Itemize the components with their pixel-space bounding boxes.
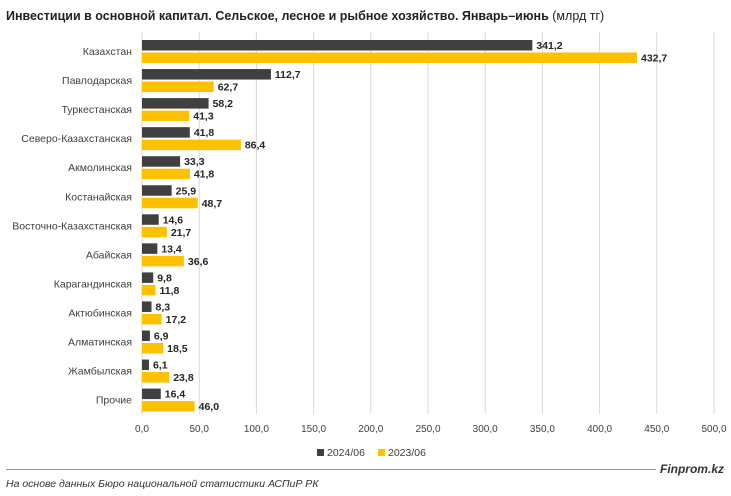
category-label: Костанайская xyxy=(65,191,132,203)
bar-2023-06 xyxy=(142,168,190,180)
chart-title: Инвестиции в основной капитал. Сельское,… xyxy=(6,9,604,23)
legend-label: 2024/06 xyxy=(327,447,365,459)
data-label: 341,2 xyxy=(536,40,562,52)
bar-2024-06 xyxy=(142,69,271,80)
bar-2023-06 xyxy=(142,401,195,412)
brand-logo: Finprom.kz xyxy=(655,462,724,476)
bar-2024-06 xyxy=(142,272,154,283)
category-label: Северо-Казахстанская xyxy=(21,133,132,145)
x-tick-label: 350,0 xyxy=(530,424,555,435)
bar-2023-06 xyxy=(142,197,198,209)
x-tick-label: 0,0 xyxy=(135,424,149,435)
data-label: 36,6 xyxy=(188,256,209,268)
bar-2023-06 xyxy=(142,284,156,296)
legend-swatch xyxy=(378,449,385,456)
data-label: 48,7 xyxy=(202,198,223,210)
bar-2023-06 xyxy=(142,226,167,238)
data-label: 21,7 xyxy=(171,227,192,239)
bar-2023-06 xyxy=(142,110,190,122)
data-label: 86,4 xyxy=(245,140,266,152)
data-label: 16,4 xyxy=(165,389,186,401)
bar-2023-06 xyxy=(142,81,214,93)
category-label: Абайская xyxy=(86,249,132,261)
bar-2023-06 xyxy=(142,372,170,383)
data-label: 9,8 xyxy=(157,272,172,284)
bar-2024-06 xyxy=(142,156,181,167)
x-tick-label: 50,0 xyxy=(189,424,209,435)
data-label: 432,7 xyxy=(641,53,667,65)
bar-2023-06 xyxy=(142,139,241,151)
source-note: На основе данных Бюро национальной стати… xyxy=(6,478,319,490)
data-label: 13,4 xyxy=(161,243,182,255)
bar-2024-06 xyxy=(142,388,161,400)
x-tick-label: 200,0 xyxy=(358,424,383,435)
bar-2024-06 xyxy=(142,214,159,225)
category-label: Павлодарская xyxy=(62,75,132,87)
category-label: Актюбинская xyxy=(68,307,132,319)
data-label: 17,2 xyxy=(166,314,187,326)
data-label: 8,3 xyxy=(155,301,170,313)
x-tick-label: 150,0 xyxy=(301,424,326,435)
x-tick-label: 500,0 xyxy=(701,424,726,435)
data-label: 62,7 xyxy=(218,82,239,94)
data-label: 14,6 xyxy=(163,214,184,226)
data-label: 112,7 xyxy=(275,69,301,81)
data-label: 41,3 xyxy=(193,111,214,123)
bar-2024-06 xyxy=(142,185,172,196)
data-label: 58,2 xyxy=(213,98,234,110)
x-tick-label: 400,0 xyxy=(587,424,612,435)
x-tick-label: 100,0 xyxy=(244,424,269,435)
chart-title-main: Инвестиции в основной капитал. Сельское,… xyxy=(6,9,549,23)
data-label: 6,9 xyxy=(154,331,169,343)
category-label: Прочие xyxy=(96,395,132,407)
bar-2024-06 xyxy=(142,243,158,254)
x-tick-label: 300,0 xyxy=(473,424,498,435)
bar-2023-06 xyxy=(142,343,164,354)
bar-2024-06 xyxy=(142,127,190,138)
data-label: 18,5 xyxy=(167,343,188,355)
data-label: 46,0 xyxy=(199,401,220,413)
bar-2023-06 xyxy=(142,255,184,267)
category-label: Карагандинская xyxy=(54,278,132,290)
x-tick-label: 250,0 xyxy=(415,424,440,435)
bar-2024-06 xyxy=(142,330,150,341)
category-label: Акмолинская xyxy=(68,162,132,174)
category-label: Восточно-Казахстанская xyxy=(12,220,132,232)
x-tick-label: 450,0 xyxy=(644,424,669,435)
legend-swatch xyxy=(317,449,324,456)
data-label: 41,8 xyxy=(194,169,215,181)
bar-2024-06 xyxy=(142,301,152,312)
bar-2024-06 xyxy=(142,359,149,371)
bar-2023-06 xyxy=(142,313,162,325)
data-label: 33,3 xyxy=(184,156,205,168)
data-label: 6,1 xyxy=(153,360,168,372)
category-label: Жамбылская xyxy=(68,366,132,378)
data-label: 23,8 xyxy=(173,372,194,384)
chart-title-unit: (млрд тг) xyxy=(552,9,605,23)
data-label: 41,8 xyxy=(194,127,215,139)
legend-label: 2023/06 xyxy=(388,447,426,459)
category-label: Алматинская xyxy=(68,337,132,349)
data-label: 25,9 xyxy=(176,185,197,197)
bar-2024-06 xyxy=(142,40,533,51)
footer-divider xyxy=(6,469,725,470)
category-label: Казахстан xyxy=(83,46,132,58)
bar-2023-06 xyxy=(142,52,638,63)
bar-2024-06 xyxy=(142,98,209,109)
category-label: Туркестанская xyxy=(61,104,132,116)
data-label: 11,8 xyxy=(159,285,179,297)
